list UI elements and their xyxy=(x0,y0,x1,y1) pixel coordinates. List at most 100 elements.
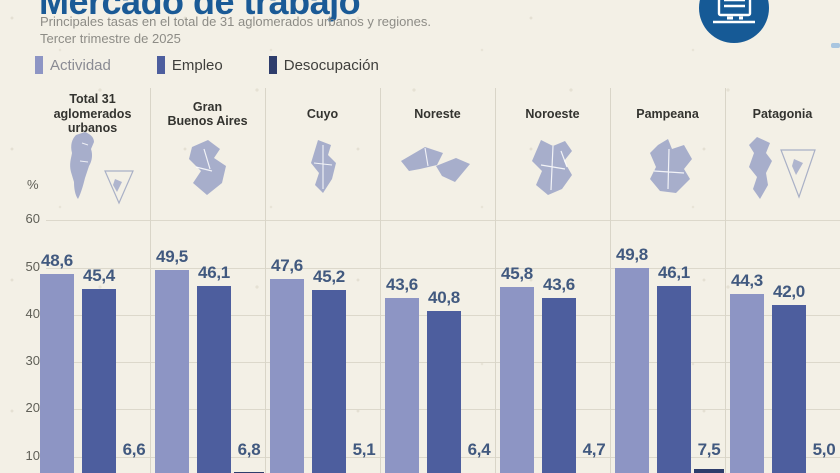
value-label-actividad: 43,6 xyxy=(386,274,418,294)
legend-item-actividad: Actividad xyxy=(35,56,111,74)
map-cuyo-icon xyxy=(265,132,380,204)
legend-swatch-actividad-icon xyxy=(35,56,43,74)
value-label-actividad: 48,6 xyxy=(41,251,73,271)
region-group-cuyo: Cuyo 47,6 45,2 5,1 xyxy=(265,0,380,473)
subtitle-line-2: Tercer trimestre de 2025 xyxy=(40,31,181,47)
bar-desocupacion xyxy=(694,468,724,473)
region-header: Pampeana xyxy=(610,90,725,138)
subtitle-line-1: Principales tasas en el total de 31 aglo… xyxy=(40,14,431,29)
region-header: Noroeste xyxy=(495,90,610,138)
bar-actividad xyxy=(385,297,419,473)
map-patagonia-icon xyxy=(725,132,840,204)
region-group-patagonia: Patagonia 44,3 42,0 5,0 xyxy=(725,0,840,473)
bar-empleo xyxy=(427,311,461,473)
value-label-empleo: 40,8 xyxy=(428,288,460,308)
legend-label: Empleo xyxy=(171,56,223,74)
bar-empleo xyxy=(82,289,116,473)
map-noreste-icon xyxy=(380,132,495,204)
region-header: Cuyo xyxy=(265,90,380,138)
bar-empleo xyxy=(657,285,691,473)
region-header: Noreste xyxy=(380,90,495,138)
y-tick-label: 50 xyxy=(25,258,40,274)
value-label-empleo: 45,4 xyxy=(83,266,115,286)
legend-item-empleo: Empleo xyxy=(156,56,223,74)
bar-actividad xyxy=(500,287,534,473)
column-separator xyxy=(265,88,266,473)
value-label-empleo: 46,1 xyxy=(198,262,230,282)
value-label-desocupacion: 7,5 xyxy=(697,440,721,459)
value-label-actividad: 45,8 xyxy=(501,264,533,284)
map-argentina-icon xyxy=(35,132,150,205)
gridline-50 xyxy=(46,267,840,269)
region-group-total-31-aglomerados-urbanos: Total 31 aglomerados urbanos 48,6 45,4 6,6 xyxy=(35,0,150,473)
column-separator xyxy=(150,88,151,473)
region-header-line: Gran xyxy=(192,99,223,114)
region-header-line: aglomerados xyxy=(53,106,132,121)
bar-actividad xyxy=(155,269,189,473)
legend-label: Desocupación xyxy=(283,56,379,74)
bar-actividad xyxy=(730,294,764,473)
column-separator xyxy=(380,88,381,473)
value-label-desocupacion: 6,8 xyxy=(237,440,261,459)
map-pampeana-icon xyxy=(610,132,725,204)
column-separator xyxy=(495,88,496,473)
value-label-actividad: 49,8 xyxy=(616,245,648,265)
map-noroeste-icon xyxy=(495,132,610,204)
bar-empleo xyxy=(542,297,576,473)
page-subtitle: Principales tasas en el total de 31 aglo… xyxy=(40,13,431,47)
region-group-gran-buenos-aires: Gran Buenos Aires 49,5 46,1 6,8 xyxy=(150,0,265,473)
region-header: Total 31 aglomerados urbanos xyxy=(35,90,150,138)
region-header-line: Total 31 xyxy=(69,92,116,107)
column-separator xyxy=(725,88,726,473)
legend-swatch-empleo-icon xyxy=(156,56,165,74)
region-header-line: Pampeana xyxy=(636,106,699,121)
bar-empleo xyxy=(197,285,231,473)
column-separator xyxy=(610,88,611,473)
region-header-line: Noreste xyxy=(414,106,461,121)
legend-swatch-desocupacion-icon xyxy=(268,56,277,74)
y-tick-label: 40 xyxy=(25,305,40,321)
value-label-empleo: 46,1 xyxy=(658,262,690,282)
value-label-desocupacion: 6,4 xyxy=(467,440,491,459)
map-gran-buenos-aires-icon xyxy=(150,132,265,204)
region-header-line: Cuyo xyxy=(306,106,339,121)
value-label-desocupacion: 5,0 xyxy=(812,440,836,459)
region-header: Patagonia xyxy=(725,90,840,138)
value-label-actividad: 49,5 xyxy=(156,246,188,266)
cropped-edge-element xyxy=(831,43,840,48)
value-label-desocupacion: 5,1 xyxy=(352,440,376,459)
gridline-60 xyxy=(46,220,840,222)
page-title: Mercado de trabajo xyxy=(39,0,361,22)
region-header-line: urbanos xyxy=(67,121,118,136)
value-label-empleo: 42,0 xyxy=(773,282,805,302)
value-label-desocupacion: 4,7 xyxy=(582,440,606,459)
region-header: Gran Buenos Aires xyxy=(150,90,265,138)
report-document-icon xyxy=(699,0,769,43)
region-header-line: Patagonia xyxy=(752,106,813,121)
legend-item-desocupacion: Desocupación xyxy=(268,56,379,74)
legend-label: Actividad xyxy=(50,56,111,74)
value-label-desocupacion: 6,6 xyxy=(122,440,146,459)
bar-empleo xyxy=(772,305,806,473)
y-tick-label: 10 xyxy=(25,447,40,463)
value-label-actividad: 47,6 xyxy=(271,255,303,275)
region-group-pampeana: Pampeana 49,8 46,1 7,5 xyxy=(610,0,725,473)
chart-legend: Actividad Empleo Desocupación xyxy=(35,56,425,74)
bar-actividad xyxy=(40,274,74,473)
value-label-empleo: 43,6 xyxy=(543,274,575,294)
value-label-actividad: 44,3 xyxy=(731,271,763,291)
bar-actividad xyxy=(270,278,304,473)
y-tick-label: 30 xyxy=(25,353,40,369)
region-header-line: Noroeste xyxy=(525,106,580,121)
bar-actividad xyxy=(615,268,649,473)
y-tick-label: 20 xyxy=(25,400,40,416)
y-axis-unit-label: % xyxy=(27,177,39,192)
region-header-line: Buenos Aires xyxy=(167,114,248,128)
value-label-empleo: 45,2 xyxy=(313,267,345,287)
bar-desocupacion xyxy=(234,471,264,473)
region-group-noreste: Noreste 43,6 40,8 6,4 xyxy=(380,0,495,473)
region-group-noroeste: Noroeste 45,8 43,6 4,7 xyxy=(495,0,610,473)
bar-empleo xyxy=(312,290,346,473)
